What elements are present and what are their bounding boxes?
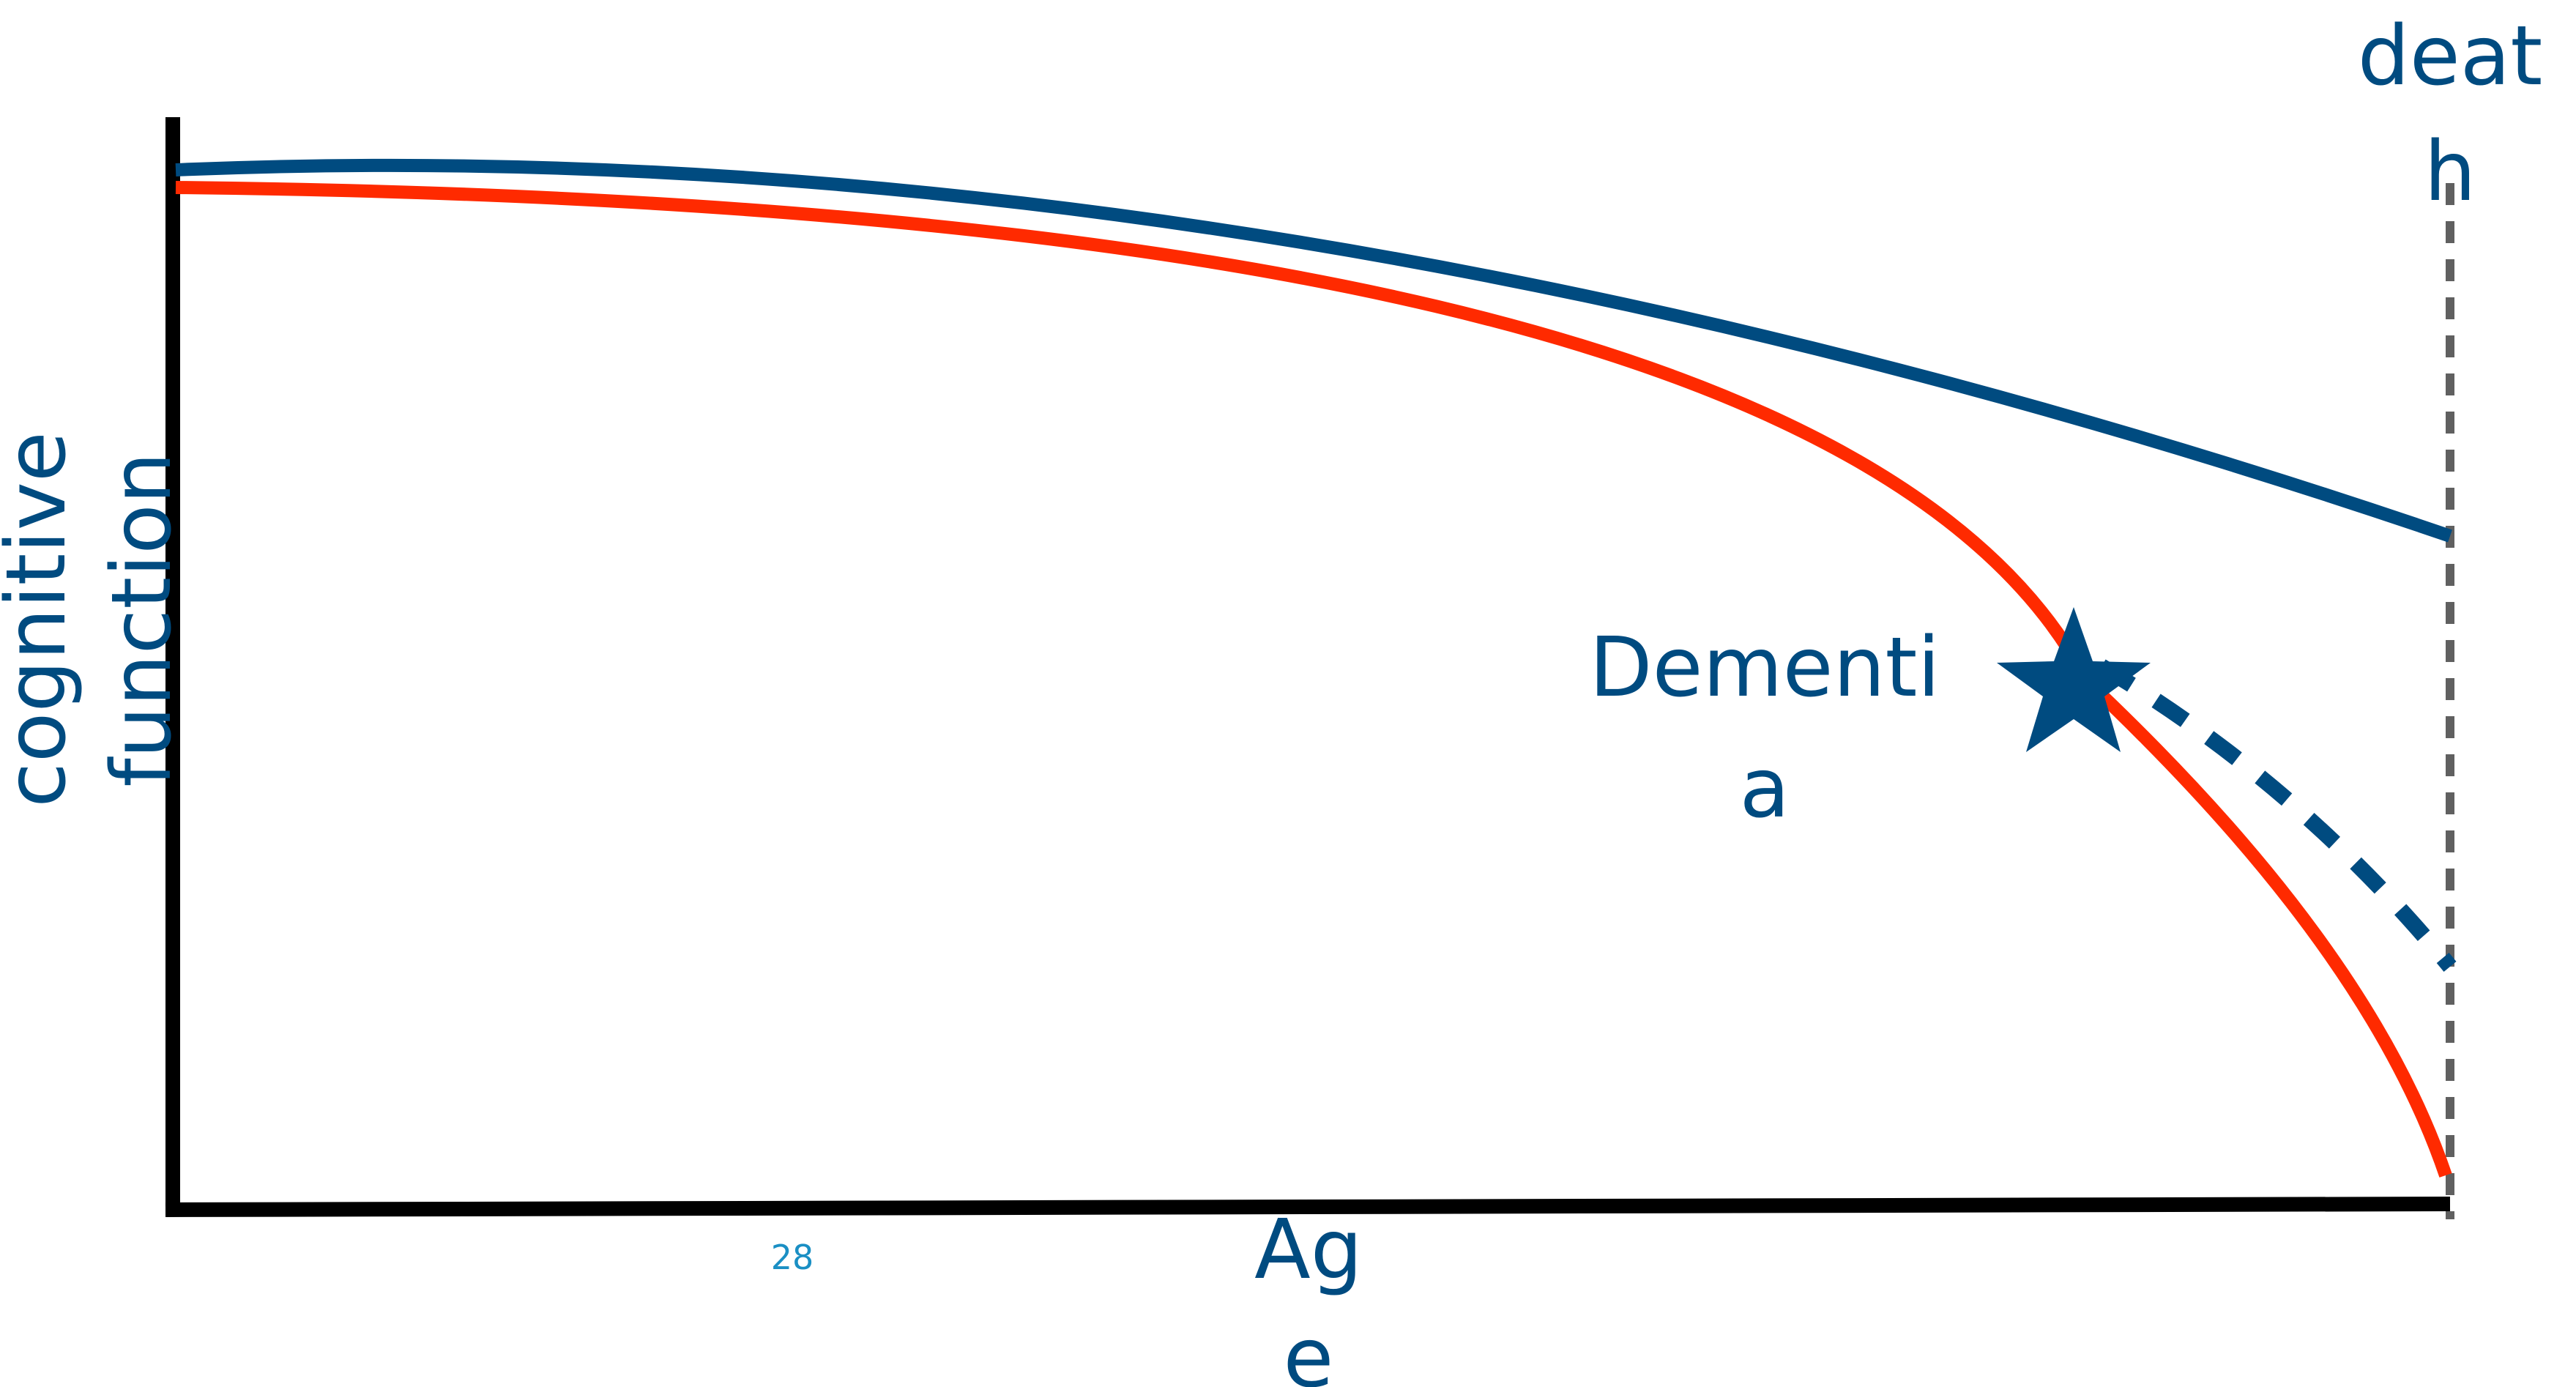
slide-number: 28 — [771, 1238, 814, 1277]
projected-decline-dashes — [2097, 659, 2457, 972]
dementia-label-line2: a — [1740, 741, 1790, 836]
x-axis-label-line2: e — [1284, 1311, 1334, 1387]
x-axis-label-line1: Ag — [1254, 1202, 1363, 1298]
star-icon — [1997, 607, 2151, 752]
death-label-line1: deat — [2358, 9, 2543, 104]
x-axis — [165, 1197, 2451, 1217]
death-label-line2: h — [2424, 124, 2476, 220]
dementia-label-line1: Dementi — [1589, 620, 1940, 715]
y-axis-label-line1: cognitive — [0, 431, 84, 808]
normal-aging-curve — [175, 158, 2452, 543]
y-axis-label-line2: function — [94, 452, 190, 787]
dementia-curve — [175, 181, 2452, 1178]
